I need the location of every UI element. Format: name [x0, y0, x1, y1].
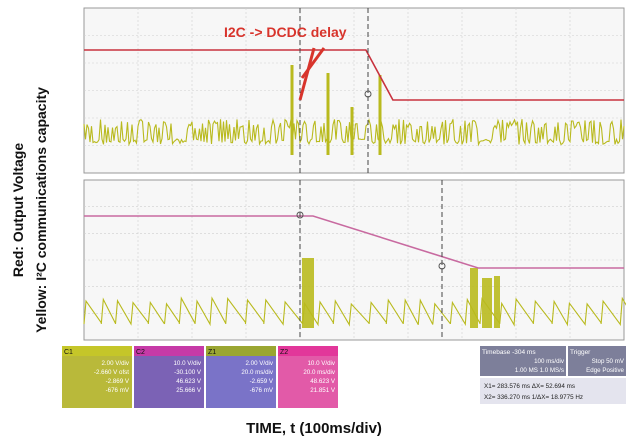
i2c-burst-block: [482, 278, 492, 328]
timebase-line: 1.00 MS 1.0 MS/s: [515, 367, 564, 374]
trigger-line: Stop 50 mV: [592, 358, 625, 365]
i2c-burst-block: [302, 258, 314, 328]
x-axis-label: TIME, t (100ms/div): [246, 420, 382, 437]
channel-line: -2.659 V: [250, 378, 274, 385]
cursor-lines: [296, 8, 446, 340]
channel-line: -30.100 V: [174, 369, 202, 376]
channel-tag-ch1: C1: [64, 349, 73, 356]
channel-line: 20.0 ms/div: [303, 369, 336, 376]
channel-tag-ch3: Z1: [208, 349, 216, 356]
i2c-burst-block: [494, 276, 500, 328]
delay-annotation: [298, 47, 326, 101]
channel-line: 2.00 V/div: [245, 360, 273, 367]
cursor-marker: [296, 211, 304, 219]
channel-head-ch4: [278, 346, 338, 356]
channel-line: -2.660 V ofst: [94, 369, 129, 376]
i2c-noise-trace: [83, 117, 625, 147]
output-voltage-line-top: [84, 49, 624, 101]
channel-line: -676 mV: [250, 387, 274, 394]
y-axis-labels: Red: Output Voltage Yellow: I²C communic…: [10, 87, 49, 333]
cursor-marker: [364, 90, 372, 98]
annotation-label: I2C -> DCDC delay: [224, 24, 347, 40]
oscilloscope-display: I2C -> DCDC delay C1 2.00 V/div -2.660 V o…: [62, 0, 626, 408]
channel-line: 21.851 V: [310, 387, 336, 394]
channel-head-ch3: [206, 346, 276, 356]
channel-box-ch3: [206, 346, 276, 408]
y-label-yellow: Yellow: I²C communications capacity: [33, 87, 49, 333]
cursor-readout-1: X1= 283.576 ms ΔX= 52.694 ms: [484, 383, 575, 390]
channel-line: 25.666 V: [176, 387, 202, 394]
channel-info-bar: C1 2.00 V/div -2.660 V ofst -2.869 V -676 mV…: [62, 346, 626, 408]
trigger-box: [568, 346, 626, 376]
channel-box-ch1: [62, 346, 132, 408]
channel-box-ch4: [278, 346, 338, 408]
channel-line: 10.0 V/div: [307, 360, 335, 367]
timebase-box: [480, 346, 566, 376]
top-output-voltage-trace: [84, 49, 624, 101]
channel-line: 10.0 V/div: [173, 360, 201, 367]
channel-line: -676 mV: [106, 387, 130, 394]
timebase-line: 100 ms/div: [534, 358, 565, 365]
bottom-i2c-trace: [83, 258, 626, 328]
bottom-output-voltage-trace: [84, 215, 624, 269]
channel-tag-ch2: C2: [136, 349, 145, 356]
cursor-readout-2: X2= 336.270 ms 1/ΔX= 18.9775 Hz: [484, 394, 583, 401]
top-i2c-trace: [83, 65, 625, 155]
annotation-pointer: [300, 47, 326, 79]
i2c-burst-block: [470, 268, 478, 328]
cursor-readout-box: [480, 378, 626, 404]
output-voltage-line-bottom: [84, 215, 624, 269]
channel-box-ch2: [134, 346, 204, 408]
cursor-marker: [438, 262, 446, 270]
i2c-sawtooth-trace: [83, 296, 626, 327]
annotation-pointer: [298, 47, 316, 101]
timebase-head: Timebase -304 ms: [482, 349, 536, 356]
channel-line: 48.623 V: [310, 378, 336, 385]
y-label-red: Red: Output Voltage: [10, 143, 26, 277]
channel-line: 46.623 V: [176, 378, 202, 385]
trigger-line: Edge Positive: [586, 367, 624, 374]
channel-line: -2.869 V: [106, 378, 130, 385]
channel-line: 20.0 ms/div: [241, 369, 274, 376]
trigger-head: Trigger: [570, 349, 591, 356]
channel-head-ch2: [134, 346, 204, 356]
channel-tag-ch4: Z2: [280, 349, 288, 356]
channel-line: 2.00 V/div: [101, 360, 129, 367]
channel-head-ch1: [62, 346, 132, 356]
